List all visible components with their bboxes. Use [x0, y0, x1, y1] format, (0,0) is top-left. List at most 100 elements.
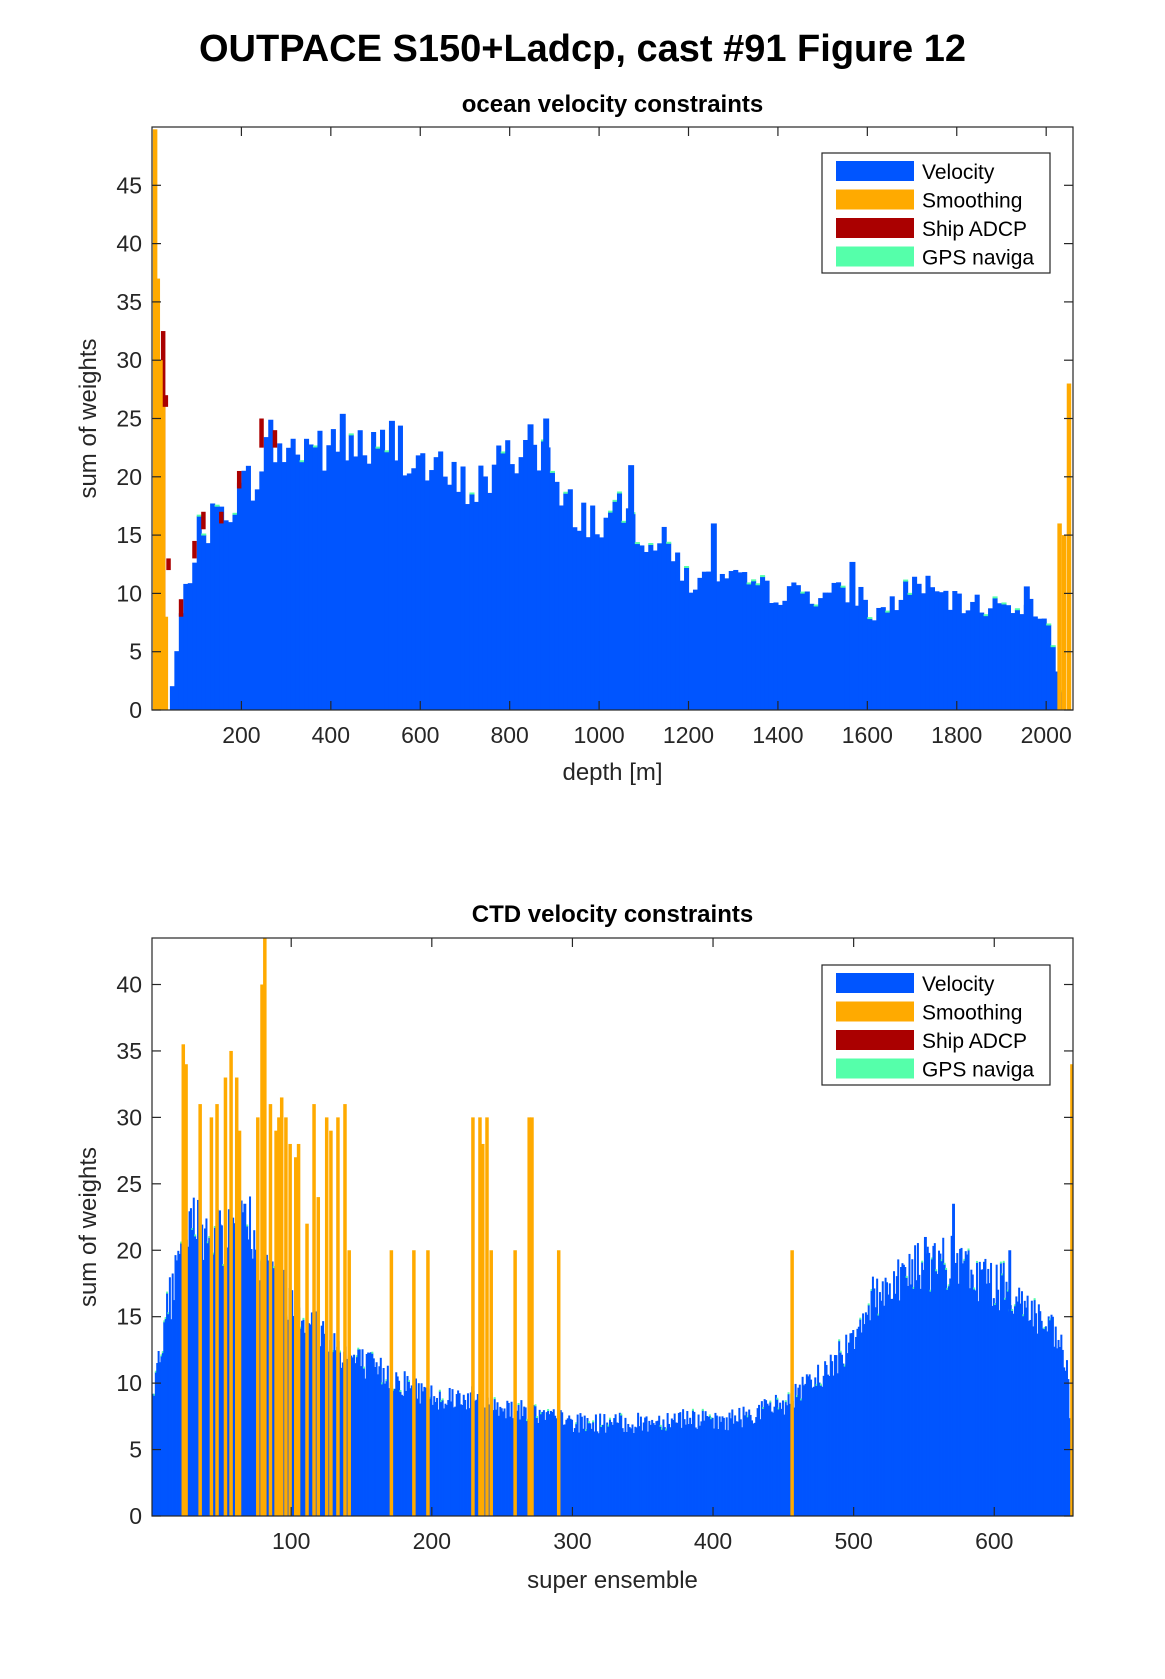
gps-bar — [232, 512, 238, 515]
velocity-bar — [788, 1403, 791, 1516]
velocity-bar — [827, 592, 833, 710]
ship-adcp-bar — [192, 540, 197, 559]
smoothing-bar — [181, 1044, 186, 1516]
velocity-bar — [905, 1277, 908, 1516]
gps-bar — [1014, 608, 1020, 611]
velocity-bar — [534, 1405, 537, 1516]
velocity-bar — [874, 1307, 877, 1516]
velocity-bar — [912, 1288, 915, 1516]
velocity-bar — [693, 1411, 696, 1516]
velocity-bar — [862, 599, 868, 710]
velocity-bar — [603, 517, 609, 710]
velocity-bar — [934, 591, 940, 710]
gps-bar — [355, 1355, 358, 1358]
velocity-bar — [503, 1408, 506, 1516]
velocity-bar — [850, 1333, 853, 1516]
velocity-bar — [292, 1316, 295, 1516]
velocity-bar — [424, 1387, 427, 1516]
velocity-bar — [312, 446, 319, 710]
velocity-bar — [617, 1422, 620, 1516]
velocity-bar — [523, 439, 529, 710]
velocity-bar — [701, 571, 707, 710]
velocity-bar — [781, 1400, 784, 1516]
velocity-bar — [653, 1425, 656, 1516]
velocity-bar — [309, 1324, 312, 1516]
velocity-bar — [388, 420, 395, 710]
velocity-bar — [630, 1428, 633, 1516]
velocity-bar — [950, 1235, 953, 1516]
velocity-bar — [888, 1283, 891, 1516]
velocity-bar — [196, 516, 202, 710]
velocity-bar — [437, 1409, 440, 1516]
gps-bar — [648, 543, 654, 546]
velocity-bar — [1047, 1316, 1050, 1516]
velocity-bar — [1032, 616, 1038, 710]
velocity-bar — [662, 1419, 665, 1516]
gps-bar — [666, 541, 672, 544]
velocity-bar — [378, 1366, 381, 1516]
velocity-bar — [964, 1251, 967, 1516]
velocity-bar — [608, 512, 614, 710]
gps-bar — [760, 575, 766, 578]
velocity-bar — [831, 582, 837, 710]
velocity-bar — [680, 1427, 683, 1516]
gps-bar — [755, 583, 761, 586]
gps-bar — [399, 1390, 402, 1393]
velocity-bar — [194, 1235, 197, 1516]
velocity-bar — [814, 1377, 817, 1516]
velocity-bar — [853, 1349, 856, 1516]
velocity-bar — [973, 1288, 976, 1516]
velocity-bar — [291, 1290, 294, 1516]
velocity-bar — [1039, 1311, 1042, 1516]
velocity-bar — [876, 607, 882, 710]
velocity-bar — [572, 1431, 575, 1516]
velocity-bar — [869, 1320, 872, 1516]
velocity-bar — [634, 1426, 637, 1516]
velocity-bar — [358, 1349, 361, 1516]
velocity-bar — [722, 1417, 725, 1516]
velocity-bar — [544, 1419, 547, 1516]
velocity-bar — [191, 1229, 194, 1516]
velocity-bar — [157, 1350, 160, 1516]
smoothing-bar — [527, 1117, 531, 1516]
velocity-bar — [169, 686, 175, 710]
smoothing-bar — [237, 1130, 242, 1516]
velocity-bar — [925, 575, 931, 710]
velocity-bar — [1013, 1305, 1016, 1516]
velocity-bar — [697, 1414, 700, 1516]
smoothing-bar — [155, 278, 161, 710]
velocity-bar — [246, 1225, 249, 1516]
velocity-bar — [429, 470, 435, 710]
gps-bar — [877, 1313, 880, 1316]
velocity-bar — [777, 1408, 780, 1516]
gps-bar — [929, 1289, 932, 1292]
velocity-bar — [791, 582, 797, 710]
velocity-bar — [547, 1410, 550, 1516]
velocity-bar — [233, 1223, 236, 1516]
gps-bar — [331, 1350, 334, 1353]
velocity-bar — [670, 1418, 673, 1516]
velocity-bar — [1036, 1333, 1039, 1516]
velocity-bar — [526, 1420, 529, 1516]
velocity-bar — [509, 1416, 512, 1516]
smoothing-bar — [312, 1104, 316, 1516]
velocity-bar — [173, 1300, 176, 1516]
velocity-bar — [803, 1385, 806, 1516]
smoothing-bar — [160, 406, 166, 710]
velocity-bar — [500, 452, 506, 710]
velocity-bar — [943, 1264, 946, 1516]
gps-bar — [795, 1395, 799, 1398]
velocity-bar — [652, 1423, 655, 1516]
velocity-bar — [965, 610, 971, 710]
gps-bar — [339, 1350, 342, 1353]
velocity-bar — [442, 476, 448, 710]
velocity-bar — [475, 1399, 478, 1516]
velocity-bar — [175, 1260, 178, 1516]
velocity-bar — [859, 1319, 862, 1516]
gps-bar — [517, 1402, 520, 1405]
velocity-bar — [393, 1388, 396, 1516]
velocity-bar — [959, 1248, 962, 1516]
velocity-bar — [424, 480, 430, 710]
velocity-bar — [679, 1412, 682, 1516]
smoothing-bar — [294, 1157, 298, 1516]
